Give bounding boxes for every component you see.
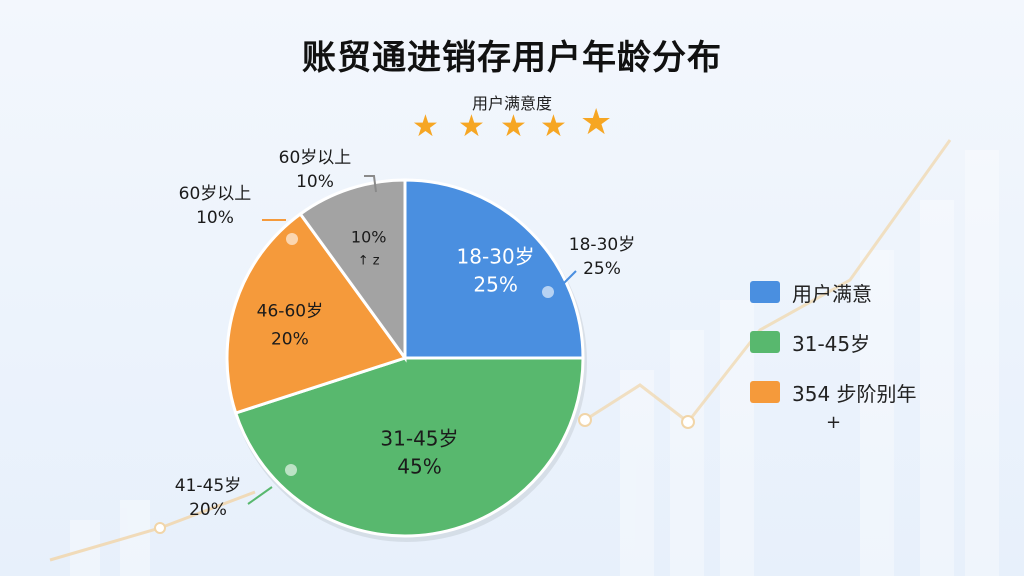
callout-label: 41-45岁: [175, 476, 241, 496]
slice-dot: [286, 233, 298, 245]
slice-value: 25%: [473, 272, 517, 296]
callout-line: [247, 486, 273, 505]
star-icon: ★: [580, 102, 613, 143]
legend-extra-mark: +: [826, 412, 842, 433]
pie-slice-2: [233, 356, 585, 538]
callout-line: [364, 175, 377, 193]
legend-item-3: 354 步阶别年: [750, 378, 917, 406]
rating-stars: ★ ★ ★ ★ ★: [410, 102, 620, 144]
callout-value: 10%: [296, 172, 334, 192]
slice-dot: [542, 286, 554, 298]
callout-label: 18-30岁: [569, 235, 635, 255]
star-icon: ★: [412, 109, 439, 144]
legend-item-1: 用户满意: [750, 278, 917, 306]
slice-label: 10%: [351, 227, 387, 246]
star-icon: ★: [458, 109, 485, 144]
callout-value: 25%: [583, 259, 621, 279]
pie-slice-1: [403, 178, 585, 360]
slice-value: 20%: [271, 330, 309, 350]
slice-value: ↑ z: [358, 253, 380, 268]
callout-value: 20%: [189, 500, 227, 520]
star-icon: ★: [500, 109, 527, 144]
chart-title: 账贸通进销存用户年龄分布: [302, 38, 722, 78]
legend: 用户满意 31-45岁 354 步阶别年: [750, 278, 917, 428]
pie-slice-4: [298, 178, 407, 363]
pie-slice-3: [225, 211, 408, 415]
legend-label: 31-45岁: [792, 331, 871, 356]
slice-label: 18-30岁: [457, 244, 535, 268]
legend-swatch-green: [750, 331, 780, 353]
callout-label: 60岁以上: [279, 148, 352, 168]
legend-item-2: 31-45岁: [750, 328, 917, 356]
slice-value: 45%: [397, 454, 441, 478]
callout-label: 60岁以上: [179, 184, 252, 204]
slice-label: 31-45岁: [380, 426, 458, 450]
legend-swatch-blue: [750, 281, 780, 303]
star-icon: ★: [540, 109, 567, 144]
slice-label: 46-60岁: [257, 302, 323, 322]
callout-value: 10%: [196, 208, 234, 228]
slice-dot: [285, 464, 297, 476]
legend-label: 354 步阶别年: [792, 381, 917, 406]
callout-line: [563, 270, 577, 284]
satisfaction-subtitle: 用户满意度: [471, 94, 552, 113]
legend-swatch-orange: [750, 381, 780, 403]
legend-label: 用户满意: [792, 281, 872, 306]
